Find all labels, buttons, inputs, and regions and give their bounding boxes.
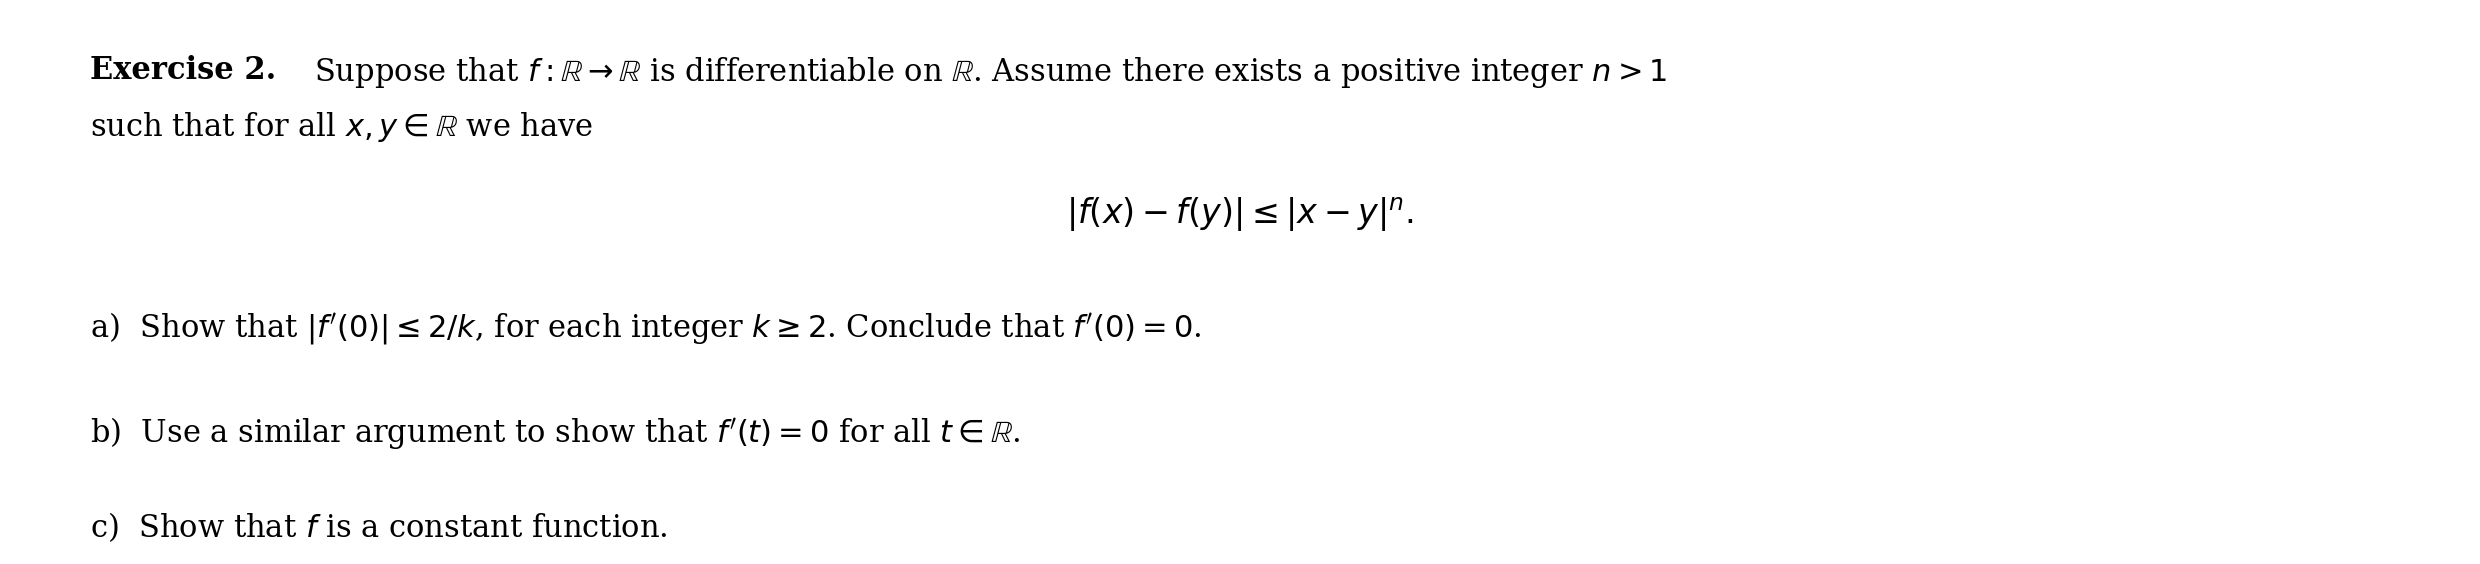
- Text: $|f(x) - f(y)| \leq |x - y|^{n}.$: $|f(x) - f(y)| \leq |x - y|^{n}.$: [1066, 195, 1414, 233]
- Text: Suppose that $f : \mathbb{R} \rightarrow \mathbb{R}$ is differentiable on $\math: Suppose that $f : \mathbb{R} \rightarrow…: [285, 55, 1667, 90]
- Text: c)  Show that $f$ is a constant function.: c) Show that $f$ is a constant function.: [89, 510, 667, 544]
- Text: such that for all $x, y \in \mathbb{R}$ we have: such that for all $x, y \in \mathbb{R}$ …: [89, 110, 593, 144]
- Text: b)  Use a similar argument to show that $f'(t) = 0$ for all $t \in \mathbb{R}$.: b) Use a similar argument to show that $…: [89, 415, 1019, 451]
- Text: Exercise 2.: Exercise 2.: [89, 55, 275, 86]
- Text: a)  Show that $|f'(0)| \leq 2/k$, for each integer $k \geq 2$. Conclude that $f': a) Show that $|f'(0)| \leq 2/k$, for eac…: [89, 310, 1203, 346]
